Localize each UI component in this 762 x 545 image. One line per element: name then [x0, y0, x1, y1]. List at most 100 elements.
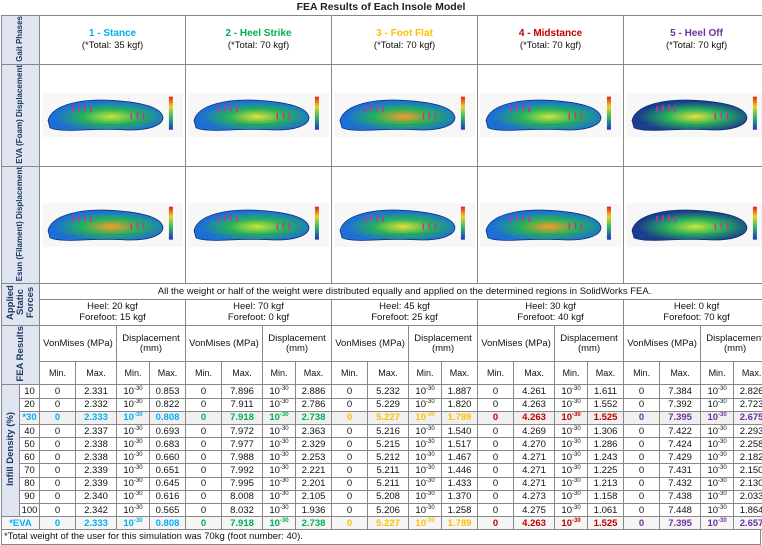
min-header: Min.: [624, 362, 660, 385]
phase-header: 5 - Heel Off(*Total: 70 kgf): [624, 16, 762, 65]
displacement-header: Displacement (mm): [701, 325, 762, 362]
vonmises-max: 4.271: [514, 477, 555, 490]
displacement-min: 10-30: [263, 451, 296, 464]
vonmises-max: 4.263: [514, 517, 555, 530]
forefoot-force: Forefoot: 25 kgf: [332, 312, 477, 323]
infill-value: 60: [20, 451, 40, 464]
vonmises-max: 4.271: [514, 464, 555, 477]
vonmises-max: 5.216: [368, 424, 409, 437]
displacement-min: 10-30: [701, 385, 734, 398]
gait-phases-label: Gait Phases: [2, 16, 40, 65]
displacement-min: 10-30: [555, 490, 588, 503]
insole-image-cell: [624, 166, 762, 283]
min-header: Min.: [478, 362, 514, 385]
heel-force: Heel: 45 kgf: [332, 301, 477, 312]
displacement-min: 10-30: [117, 411, 150, 424]
vonmises-min: 0: [186, 517, 222, 530]
displacement-min: 10-30: [117, 424, 150, 437]
infill-value: 50: [20, 438, 40, 451]
displacement-min: 10-30: [263, 464, 296, 477]
displacement-min: 10-30: [409, 477, 442, 490]
vonmises-min: 0: [624, 411, 660, 424]
infill-value: 100: [20, 504, 40, 517]
displacement-min: 10-30: [409, 517, 442, 530]
displacement-min: 10-30: [701, 490, 734, 503]
displacement-min: 10-30: [263, 385, 296, 398]
displacement-min: 10-30: [117, 438, 150, 451]
vonmises-min: 0: [40, 424, 76, 437]
displacement-max: 2.886: [296, 385, 332, 398]
vonmises-max: 2.332: [76, 398, 117, 411]
displacement-min: 10-30: [555, 398, 588, 411]
displacement-max: 0.565: [150, 504, 186, 517]
displacement-max: 2.033: [734, 490, 762, 503]
displacement-min: 10-30: [263, 490, 296, 503]
min-header: Min.: [117, 362, 150, 385]
insole-fea-image: [480, 203, 621, 247]
min-max-row: Min.Max.Min.Max.Min.Max.Min.Max.Min.Max.…: [2, 362, 762, 385]
vonmises-min: 0: [624, 477, 660, 490]
insole-fea-image: [626, 93, 762, 137]
displacement-min: 10-30: [263, 517, 296, 530]
vonmises-min: 0: [624, 451, 660, 464]
displacement-max: 2.738: [296, 411, 332, 424]
displacement-max: 2.150: [734, 464, 762, 477]
insole-fea-image: [334, 93, 475, 137]
vonmises-min: 0: [332, 504, 368, 517]
displacement-min: 10-30: [263, 411, 296, 424]
min-header: Min.: [263, 362, 296, 385]
vonmises-max: 4.273: [514, 490, 555, 503]
max-header: Max.: [588, 362, 624, 385]
vonmises-max: 8.032: [222, 504, 263, 517]
vonmises-min: 0: [332, 424, 368, 437]
displacement-max: 1.611: [588, 385, 624, 398]
max-header: Max.: [222, 362, 263, 385]
footnote: *Total weight of the user for this simul…: [1, 530, 761, 545]
distribution-note: All the weight or half of the weight wer…: [40, 283, 762, 299]
displacement-max: 2.201: [296, 477, 332, 490]
displacement-max: 1.789: [442, 411, 478, 424]
displacement-max: 1.789: [442, 517, 478, 530]
infill-value: 40: [20, 424, 40, 437]
vonmises-max: 5.208: [368, 490, 409, 503]
vonmises-min: 0: [40, 438, 76, 451]
max-header: Max.: [514, 362, 555, 385]
insole-fea-image: [42, 203, 183, 247]
displacement-max: 0.693: [150, 424, 186, 437]
phase-header: 2 - Heel Strike(*Total: 70 kgf): [186, 16, 332, 65]
vonmises-max: 5.212: [368, 451, 409, 464]
vonmises-min: 0: [332, 517, 368, 530]
vonmises-min: 0: [332, 464, 368, 477]
vonmises-header: VonMises (MPa): [332, 325, 409, 362]
vonmises-min: 0: [186, 490, 222, 503]
insole-fea-image: [188, 93, 329, 137]
phase-name: 5 - Heel Off: [624, 28, 762, 40]
infill-value: 10: [20, 385, 40, 398]
vonmises-max: 2.342: [76, 504, 117, 517]
vonmises-min: 0: [332, 411, 368, 424]
vonmises-header: VonMises (MPa): [478, 325, 555, 362]
displacement-min: 10-30: [263, 504, 296, 517]
phase-total: (*Total: 70 kgf): [186, 40, 331, 52]
displacement-min: 10-30: [117, 477, 150, 490]
displacement-header: Displacement (mm): [555, 325, 624, 362]
insole-image-cell: [478, 64, 624, 166]
displacement-min: 10-30: [263, 438, 296, 451]
displacement-header: Displacement (mm): [263, 325, 332, 362]
displacement-min: 10-30: [409, 451, 442, 464]
vonmises-min: 0: [40, 398, 76, 411]
heel-force: Heel: 20 kgf: [40, 301, 185, 312]
displacement-min: 10-30: [409, 438, 442, 451]
displacement-min: 10-30: [555, 504, 588, 517]
displacement-min: 10-30: [117, 398, 150, 411]
